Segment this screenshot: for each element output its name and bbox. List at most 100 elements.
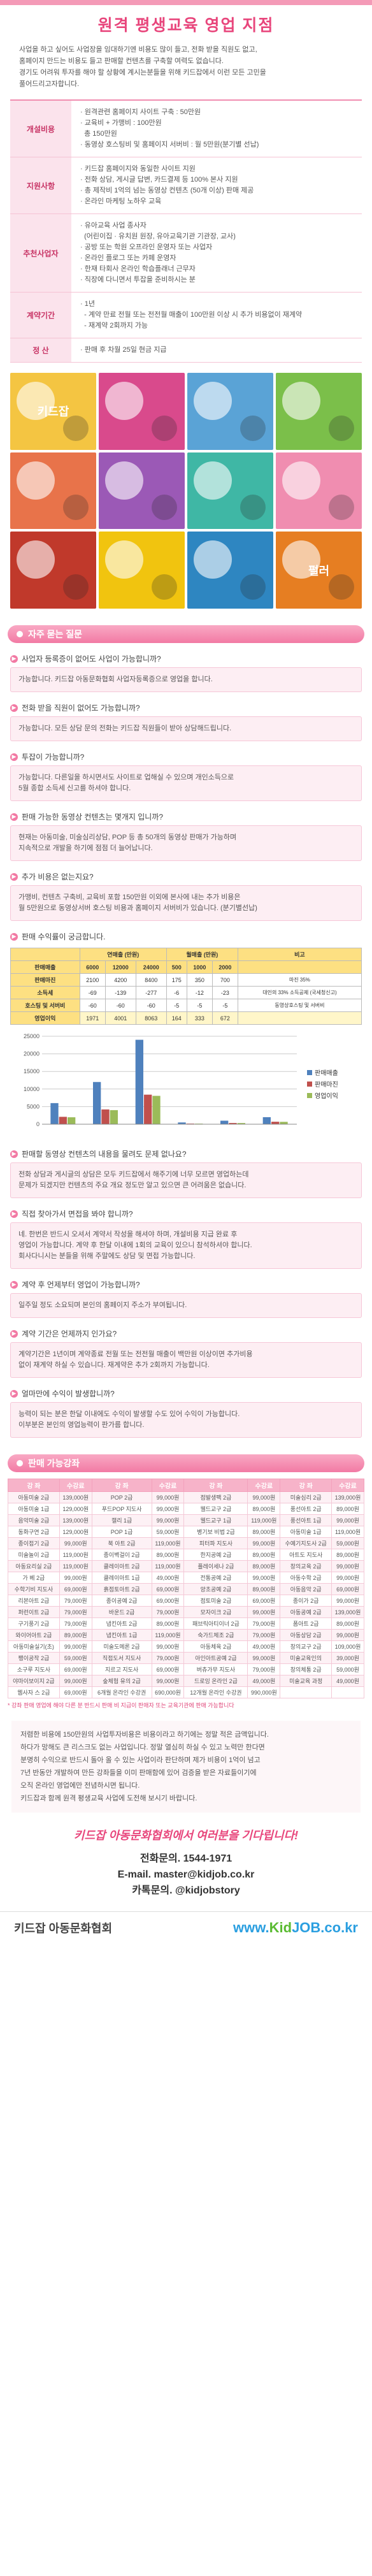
faq-answer: 능력이 되는 분은 한달 이내에도 수익이 발생할 수도 있어 수익이 가능합니… [10, 1402, 362, 1438]
faq-answer: 가능합니다. 다른일을 하시면서도 사이트로 업해실 수 있으며 개인소득으로 5… [10, 765, 362, 801]
footer: 키드잡 아동문화협회 www.KidJOB.co.kr [0, 1911, 372, 1943]
revenue-cell: 700 [211, 973, 238, 987]
faq-question: ▶ 직접 찾아가서 면접을 봐야 합니까? [10, 1205, 362, 1222]
footer-logo[interactable]: www.KidJOB.co.kr [233, 1920, 358, 1936]
courses-header-cell: 수강료 [151, 1479, 185, 1492]
revenue-cell: 2100 [79, 973, 106, 987]
photo-grid: 키드잡 펄러 [10, 373, 362, 609]
photo-shape [63, 415, 89, 441]
revenue-cell: 1971 [79, 1011, 106, 1025]
course-cell: 99,000원 [247, 1606, 281, 1618]
revenue-cell: -60 [79, 999, 106, 1012]
courses-header-cell: 수강료 [59, 1479, 92, 1492]
revenue-header-cell: 2000 [211, 960, 238, 974]
faq-answer-line: 이부분은 본인의 영업능력이 판가름 합니다. [18, 1421, 145, 1429]
faq-answer: 가맹비, 컨텐츠 구축비, 교육비 포함 150만원 이외에 본사에 내는 추가… [10, 885, 362, 921]
course-cell: 냅킨아트 2급 [91, 1617, 152, 1630]
course-cell: 드로잉 온라인 2급 [183, 1675, 248, 1687]
photo-tile [276, 452, 362, 530]
info-row: 계약기간 · 1년 - 계약 만료 전월 또는 전전월 매출이 100만원 이상 … [10, 293, 362, 338]
photo-shape [240, 495, 266, 521]
course-cell: 99,000원 [151, 1514, 185, 1526]
faq-answer: 계약기간은 1년이며 계약종료 전월 또는 전전월 매출이 백만원 이상이면 추… [10, 1342, 362, 1378]
courses-header-cell: 강 좌 [183, 1479, 248, 1492]
y-tick-label: 5000 [27, 1103, 39, 1110]
course-cell: 웹사자 스 2급 [8, 1686, 60, 1698]
revenue-cell: 175 [166, 973, 187, 987]
course-cell: 숲체험 유의 2급 [91, 1675, 152, 1687]
photo-shape [194, 461, 232, 500]
contact-label: 카톡문의. [132, 1885, 173, 1896]
course-cell: 창의체통 2급 [280, 1663, 333, 1675]
courses-header-cell: 강 좌 [91, 1479, 152, 1492]
course-cell: 아동상담 2급 [280, 1629, 333, 1641]
closing-line: 7년 반동안 개발하여 만든 강좌들을 이미 판매함에 있어 검증을 받은 자료… [20, 1769, 257, 1777]
chart-bar [220, 1120, 229, 1124]
course-cell: 미술교육 과정 [280, 1675, 333, 1687]
info-line: (어린이집 · 유치원 원장, 유아교육기관 기관장, 교사) [80, 233, 236, 240]
legend-label: 판매매출 [315, 1070, 338, 1077]
contact-value[interactable]: @kidjobstory [175, 1885, 240, 1896]
faq-item: ▶ 계약 후 언제부터 영업이 가능합니까? 일주일 정도 소요되며 본인의 홈페이… [10, 1275, 362, 1318]
info-body: · 원격관련 홈페이지 사이트 구축 : 50만원 · 교육비 + 가맹비 : 1… [71, 101, 362, 157]
course-cell: 점발생팩 2급 [183, 1491, 248, 1503]
course-cell: 99,000원 [59, 1675, 92, 1687]
course-cell: 클레이아트 2급 [91, 1560, 152, 1572]
revenue-cell: 333 [186, 1011, 213, 1025]
course-cell: 99,000원 [331, 1572, 364, 1584]
contact-info: 전화문의. 1544-1971 E-mail. master@kidjob.co.… [0, 1851, 372, 1899]
intro-line: 풀어드리고자합니다. [19, 80, 80, 88]
courses-title: 판매 가능강좌 [28, 1458, 80, 1468]
revenue-cell: 영업이익 [10, 1011, 80, 1025]
revenue-corner [10, 948, 80, 961]
course-cell: 69,000원 [59, 1583, 92, 1595]
courses-table: 강 좌 수강료 강 좌 수강료 강 좌 수강료 강 좌 수강료 아동미술 2급 139,000원 P… [8, 1479, 364, 1698]
faq-question-text: 전화 받을 직원이 없어도 가능합니까? [22, 704, 140, 713]
course-cell: 플레이세나 2급 [183, 1560, 248, 1572]
faq-question: ▶ 얼마만에 수익이 발생합니까? [10, 1384, 362, 1402]
faq-answer-line: 문제가 되겠지만 컨텐츠의 주요 개요 정도만 알고 있으면 큰 어려움은 없습… [18, 1182, 247, 1189]
page-title: 원격 평생교육 영업 지점 [97, 17, 275, 34]
footer-logo-kid: Kid [269, 1919, 292, 1936]
photo-tile [10, 452, 96, 530]
revenue-cell: -5 [186, 999, 213, 1012]
faq-question-text: 사업자 등록증이 없어도 사업이 가능합니까? [22, 655, 161, 663]
course-cell: 리본아트 2급 [8, 1595, 60, 1607]
info-line: - 재계약 2회까지 가능 [80, 322, 148, 329]
faq-answer-line: 가맹비, 컨텐츠 구축비, 교육비 포함 150만원 이외에 본사에 내는 추가… [18, 894, 241, 901]
photo-tile [99, 373, 185, 450]
faq-item: ▶ 직접 찾아가서 면접을 봐야 합니까? 네. 한번은 반드시 오셔서 계약서 작… [10, 1205, 362, 1269]
photo-label: 펄러 [308, 564, 330, 577]
course-cell: 119,000원 [151, 1537, 185, 1549]
info-line: · 총 제작비 1억의 넘는 동영상 컨텐츠 (50개 이상) 판매 제공 [80, 187, 254, 194]
course-cell: 흙점토아트 2급 [91, 1583, 152, 1595]
course-cell: 69,000원 [247, 1595, 281, 1607]
chart-bar [144, 1094, 152, 1124]
faq-question-text: 직접 찾아가서 면접을 봐야 합니까? [22, 1210, 133, 1219]
course-cell: 아동미술 2급 [8, 1491, 60, 1503]
course-cell: 동화구연 2급 [8, 1526, 60, 1538]
info-line: · 1년 [80, 300, 95, 308]
y-tick-label: 15000 [24, 1068, 39, 1075]
contact-line: E-mail. master@kidjob.co.kr [0, 1867, 372, 1883]
revenue-cell: 8063 [135, 1011, 167, 1025]
revenue-cell: -60 [135, 999, 167, 1012]
courses: 강 좌 수강료 강 좌 수강료 강 좌 수강료 강 좌 수강료 아동미술 2급 139,000원 P… [8, 1479, 364, 1709]
course-cell: 아동체육 2급 [183, 1640, 248, 1653]
contact-value[interactable]: 1544-1971 [183, 1853, 232, 1864]
photo-shape [282, 461, 320, 500]
contact-value[interactable]: master@kidjob.co.kr [154, 1869, 255, 1880]
chart-bar [152, 1096, 161, 1124]
legend-swatch [307, 1093, 312, 1098]
closing-line: 키드잡과 함께 원격 평생교육 사업에 도전해 보시기 바랍니다. [20, 1795, 197, 1802]
arrow-icon: ▶ [10, 872, 18, 881]
photo-shape [105, 382, 143, 420]
course-cell: 89,000원 [247, 1549, 281, 1561]
course-cell: 69,000원 [151, 1595, 185, 1607]
info-line: · 교육비 + 가맹비 : 100만원 [80, 119, 162, 127]
course-cell: 49,000원 [247, 1640, 281, 1653]
page: 원격 평생교육 영업 지점 사업을 하고 싶어도 사업장을 임대하기엔 비용도 … [0, 0, 372, 1943]
course-cell: 79,000원 [247, 1629, 281, 1641]
faq-question-text: 판매 가능한 동영상 컨텐츠는 몇개지 입니까? [22, 813, 164, 821]
course-cell: 119,000원 [151, 1560, 185, 1572]
